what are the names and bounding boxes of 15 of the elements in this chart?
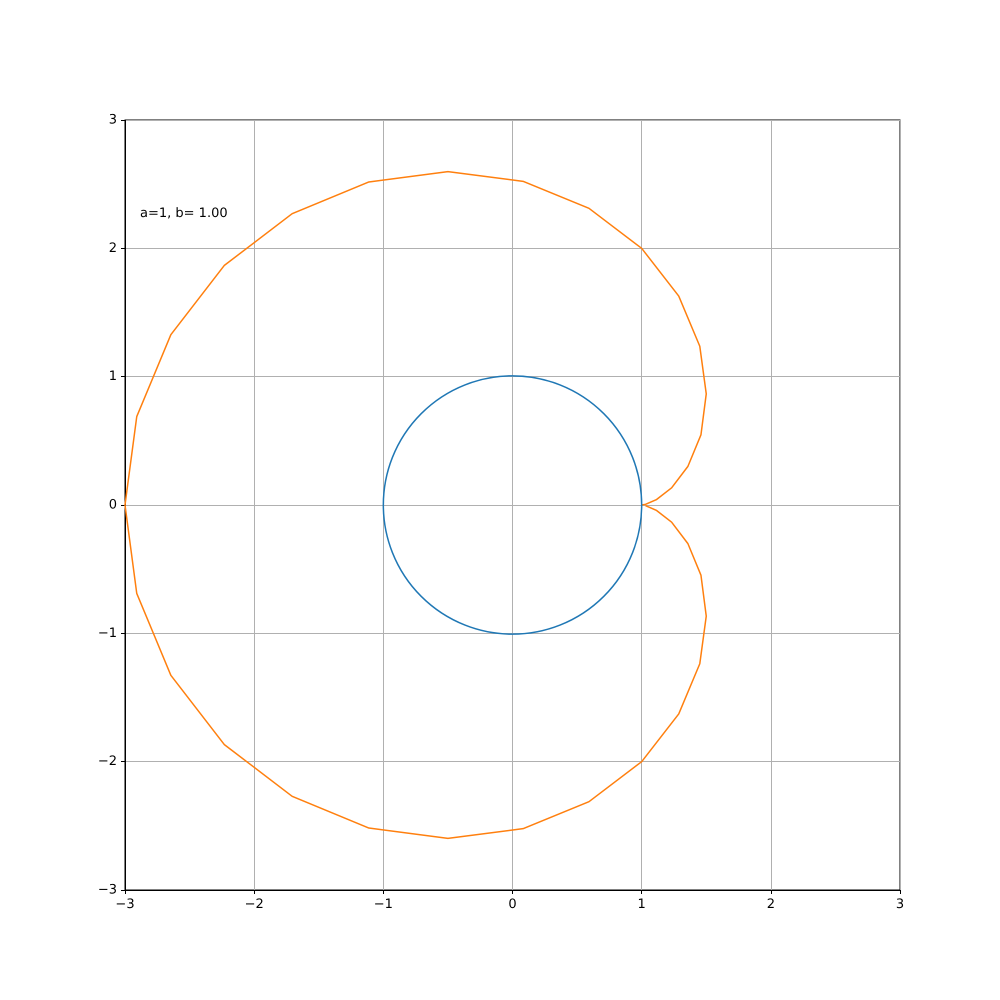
x-tick-label: 3 (896, 897, 904, 912)
y-tick-label: 2 (108, 240, 117, 256)
x-tick-label: −2 (244, 897, 264, 912)
y-tick-label: −3 (98, 882, 117, 898)
y-tick-label: 1 (108, 369, 117, 384)
annotation: a=1, b= 1.00 (140, 206, 228, 221)
line-series (124, 170, 707, 840)
y-tick-label: −2 (98, 754, 117, 770)
x-tick-label: 2 (766, 897, 775, 912)
y-tick-label: −1 (98, 626, 117, 641)
x-tick-label: 0 (508, 897, 517, 912)
x-tick-label: −1 (374, 897, 393, 912)
y-tick-label: 0 (108, 498, 117, 512)
x-tick-label: 1 (638, 897, 646, 912)
y-tick-label: 3 (108, 112, 117, 128)
